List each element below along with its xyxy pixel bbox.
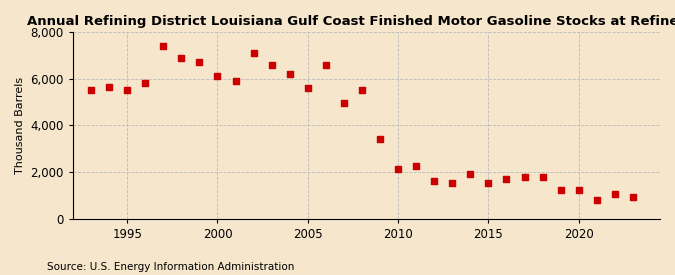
Title: Annual Refining District Louisiana Gulf Coast Finished Motor Gasoline Stocks at : Annual Refining District Louisiana Gulf …	[27, 15, 675, 28]
Point	[230, 79, 241, 83]
Point	[248, 51, 259, 55]
Point	[591, 198, 602, 202]
Point	[104, 85, 115, 89]
Point	[266, 62, 277, 67]
Point	[519, 175, 530, 179]
Point	[483, 180, 494, 185]
Point	[122, 88, 132, 92]
Point	[86, 88, 97, 92]
Point	[194, 60, 205, 65]
Point	[176, 56, 187, 60]
Point	[321, 62, 331, 67]
Point	[573, 187, 584, 192]
Point	[212, 74, 223, 78]
Point	[628, 194, 639, 199]
Point	[302, 86, 313, 90]
Point	[375, 137, 385, 142]
Point	[447, 180, 458, 185]
Point	[501, 177, 512, 181]
Y-axis label: Thousand Barrels: Thousand Barrels	[15, 77, 25, 174]
Point	[537, 175, 548, 179]
Point	[356, 88, 367, 92]
Point	[393, 166, 404, 171]
Point	[610, 192, 620, 196]
Point	[411, 164, 422, 168]
Point	[556, 187, 566, 192]
Point	[140, 81, 151, 86]
Text: Source: U.S. Energy Information Administration: Source: U.S. Energy Information Administ…	[47, 262, 294, 272]
Point	[465, 172, 476, 177]
Point	[158, 44, 169, 48]
Point	[284, 72, 295, 76]
Point	[429, 179, 439, 184]
Point	[338, 101, 349, 105]
